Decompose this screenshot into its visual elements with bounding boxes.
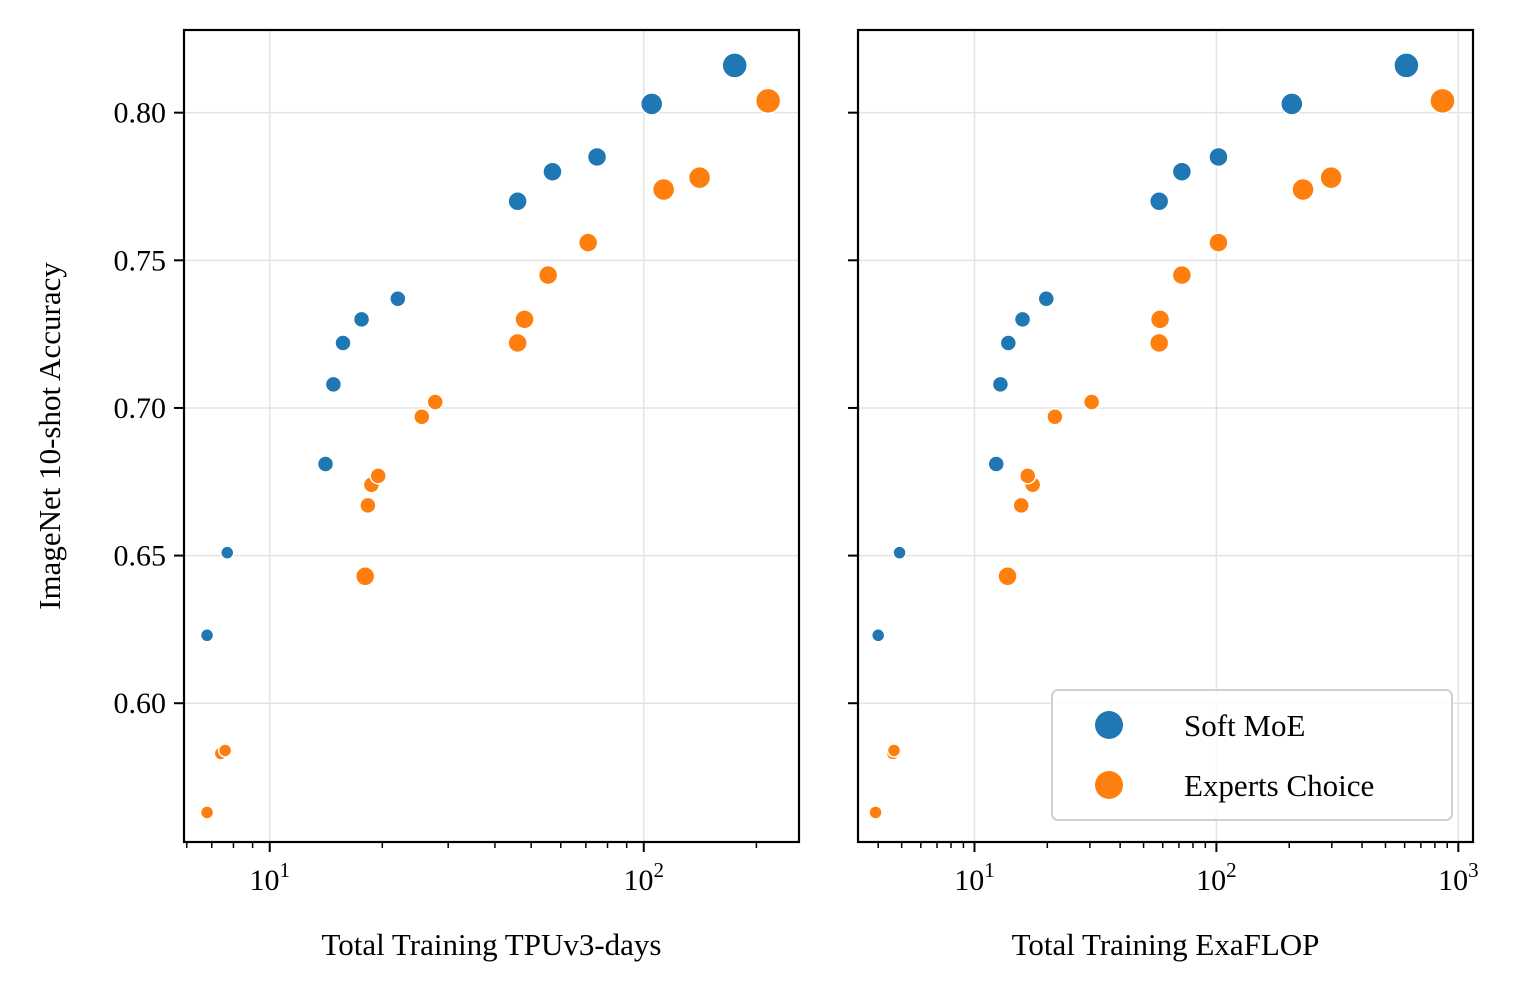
data-point [1148, 191, 1170, 212]
data-point [577, 232, 599, 253]
data-point [892, 545, 907, 560]
data-point [754, 87, 782, 115]
x-axis-label-left: Total Training TPUv3-days [321, 927, 661, 962]
x-tick-label: 101 [249, 858, 290, 897]
data-point [369, 467, 387, 485]
data-point [334, 334, 352, 352]
data-point [1393, 52, 1420, 79]
data-point [991, 375, 1010, 394]
data-point [507, 191, 528, 212]
data-point [997, 566, 1018, 587]
data-point [1148, 332, 1170, 354]
data-point [1012, 496, 1030, 515]
x-tick-label: 102 [1196, 858, 1237, 897]
data-point [999, 334, 1018, 352]
legend-marker [1095, 711, 1123, 739]
data-point [1429, 87, 1456, 115]
data-point [1149, 309, 1171, 330]
data-point [868, 805, 883, 820]
data-point [537, 264, 559, 286]
y-tick-label: 0.60 [114, 687, 167, 720]
x-axis-label-right: Total Training ExaFLOP [1012, 927, 1320, 962]
data-point [1280, 92, 1304, 116]
data-point [1319, 165, 1343, 190]
y-tick-label: 0.65 [114, 540, 167, 573]
data-point [1171, 264, 1193, 286]
data-point [721, 52, 748, 79]
data-point [542, 161, 563, 182]
data-point [389, 289, 407, 308]
data-point [586, 146, 608, 168]
legend-label: Experts Choice [1184, 768, 1374, 803]
data-point [324, 375, 343, 394]
data-point [1018, 467, 1037, 485]
data-point [316, 455, 335, 473]
data-point [1082, 393, 1101, 411]
data-point [220, 545, 235, 560]
y-tick-label: 0.80 [114, 97, 167, 130]
x-tick-label: 103 [1438, 858, 1479, 897]
data-point [1171, 161, 1193, 182]
data-point [1013, 310, 1032, 329]
x-tick-label: 102 [624, 858, 665, 897]
y-tick-label: 0.70 [114, 392, 167, 425]
right-panel: 101 102 103 Soft MoE Experts Choice [848, 28, 1479, 897]
data-point [352, 310, 371, 329]
legend-marker [1095, 771, 1123, 799]
data-point [870, 628, 886, 643]
data-point [217, 743, 233, 758]
data-point [639, 92, 664, 116]
legend: Soft MoE Experts Choice [1051, 689, 1453, 821]
data-point [354, 566, 376, 587]
data-point [1208, 232, 1229, 253]
data-point [987, 455, 1005, 473]
x-tick-label: 101 [954, 858, 995, 897]
data-point [1291, 177, 1315, 202]
y-axis-label: ImageNet 10-shot Accuracy [32, 262, 67, 610]
data-point [413, 408, 431, 426]
legend-label: Soft MoE [1184, 708, 1305, 743]
data-point [1037, 289, 1055, 308]
data-point [1208, 146, 1229, 168]
legend-box [1051, 689, 1453, 821]
plot-frame [182, 28, 801, 844]
data-point [687, 165, 712, 190]
plot-frame [856, 28, 1475, 844]
data-point [426, 393, 444, 411]
data-point [1046, 408, 1064, 426]
y-tick-label: 0.75 [114, 244, 167, 277]
data-point [199, 805, 215, 820]
data-point [507, 332, 528, 354]
left-panel: 0.60 0.65 0.70 0.75 0.80 101 102 [114, 28, 801, 897]
data-point [514, 309, 535, 330]
data-point [886, 743, 902, 758]
data-point [199, 628, 215, 643]
data-point [359, 496, 377, 515]
data-point [651, 177, 676, 202]
